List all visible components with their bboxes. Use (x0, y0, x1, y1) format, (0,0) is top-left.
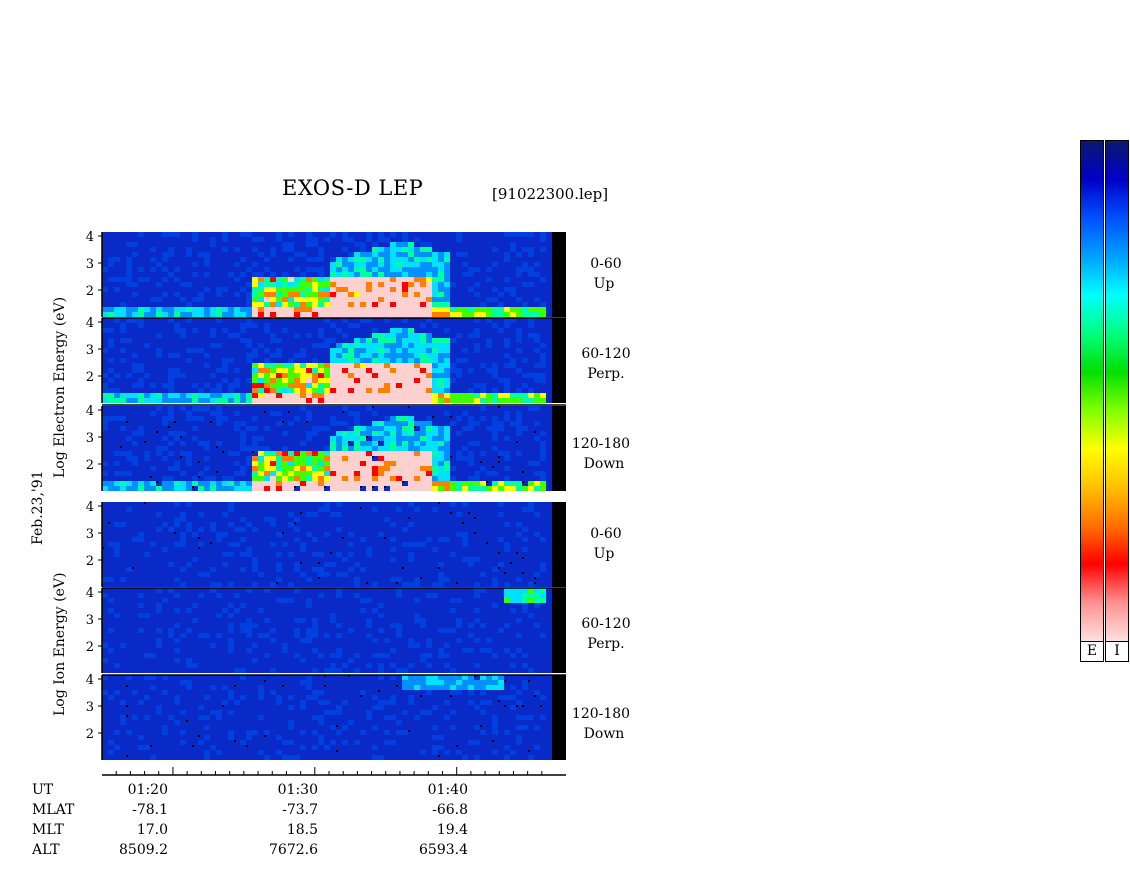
mlt-value: 18.5 (286, 822, 318, 838)
spectrogram-panel-5 (102, 588, 566, 673)
panel-label-e-up: 0-60 Up (566, 254, 646, 294)
y-tick-label: 3 (86, 613, 94, 628)
file-name: [91022300.lep] (492, 185, 609, 203)
ut-value: 01:30 (277, 782, 318, 798)
pitch-direction: Down (583, 456, 625, 472)
pitch-direction: Down (583, 726, 625, 742)
colorbar-electron (1080, 140, 1104, 642)
colorbar-label-i: I (1105, 641, 1129, 662)
spectrogram-panel-3 (102, 406, 566, 491)
y-tick-label: 4 (86, 586, 94, 601)
spectrogram-panel-4 (102, 502, 566, 587)
mlt-value: 19.4 (436, 822, 468, 838)
mlat-value: -78.1 (132, 802, 168, 818)
ut-value: 01:20 (127, 782, 168, 798)
colorbar-ion (1105, 140, 1129, 642)
spectrogram-chart: 4 3 2 4 3 2 4 3 2 4 3 2 4 3 2 4 3 2 (86, 230, 566, 776)
ut-value: 01:40 (427, 782, 468, 798)
y-tick-label: 4 (86, 500, 94, 515)
spectrogram-axes: 4 3 2 4 3 2 4 3 2 4 3 2 4 3 2 4 3 2 (86, 230, 566, 776)
y-tick-label: 2 (86, 554, 94, 569)
spectrogram-panel-1 (102, 232, 566, 317)
y-tick-label: 2 (86, 284, 94, 299)
ion-axis-label: Log Ion Energy (eV) (52, 572, 68, 716)
alt-value: 8509.2 (119, 842, 168, 858)
y-tick-label: 2 (86, 640, 94, 655)
pitch-direction: Perp. (587, 636, 625, 652)
panel-label-e-perp: 60-120 Perp. (566, 344, 646, 384)
spectrogram-panels (102, 232, 566, 760)
pitch-range: 60-120 (581, 346, 631, 362)
alt-value: 7672.6 (269, 842, 318, 858)
alt-value: 6593.4 (419, 842, 468, 858)
pitch-range: 0-60 (590, 256, 622, 272)
pitch-range: 0-60 (590, 526, 622, 542)
panel-label-i-down: 120-180 Down (561, 704, 641, 744)
spectrogram-panel-6 (102, 675, 566, 760)
ephemeris-labels: UT MLAT MLT ALT (32, 780, 74, 860)
y-tick-label: 4 (86, 404, 94, 419)
panel-label-e-down: 120-180 Down (561, 434, 641, 474)
y-tick-label: 3 (86, 700, 94, 715)
y-tick-label: 4 (86, 673, 94, 688)
y-tick-label: 2 (86, 370, 94, 385)
ephemeris-label-ut: UT (32, 782, 54, 798)
ephemeris-column-2: 01:30 -73.7 18.5 7672.6 (246, 780, 318, 860)
y-tick-label: 3 (86, 527, 94, 542)
y-tick-label: 3 (86, 431, 94, 446)
ephemeris-column-1: 01:20 -78.1 17.0 8509.2 (96, 780, 168, 860)
pitch-direction: Up (593, 276, 615, 292)
date-label: Feb.23,'91 (30, 470, 46, 545)
y-tick-label: 4 (86, 230, 94, 245)
colorbar-label-e: E (1080, 641, 1104, 662)
panel-label-i-up: 0-60 Up (566, 524, 646, 564)
y-tick-label: 2 (86, 458, 94, 473)
mlt-value: 17.0 (136, 822, 168, 838)
chart-title: EXOS-D LEP (282, 176, 424, 200)
ephemeris-label-mlt: MLT (32, 822, 64, 838)
pitch-range: 120-180 (571, 436, 631, 452)
ephemeris-label-alt: ALT (32, 842, 60, 858)
pitch-range: 60-120 (581, 616, 631, 632)
y-tick-label: 3 (86, 257, 94, 272)
electron-axis-label: Log Electron Energy (eV) (52, 296, 68, 478)
y-tick-label: 2 (86, 727, 94, 742)
y-tick-label: 4 (86, 316, 94, 331)
pitch-range: 120-180 (571, 706, 631, 722)
ephemeris-label-mlat: MLAT (32, 802, 75, 818)
pitch-direction: Up (593, 546, 615, 562)
y-tick-label: 3 (86, 343, 94, 358)
panel-label-i-perp: 60-120 Perp. (566, 614, 646, 654)
pitch-direction: Perp. (587, 366, 625, 382)
mlat-value: -73.7 (282, 802, 318, 818)
mlat-value: -66.8 (432, 802, 468, 818)
ephemeris-column-3: 01:40 -66.8 19.4 6593.4 (396, 780, 468, 860)
spectrogram-panel-2 (102, 318, 566, 403)
